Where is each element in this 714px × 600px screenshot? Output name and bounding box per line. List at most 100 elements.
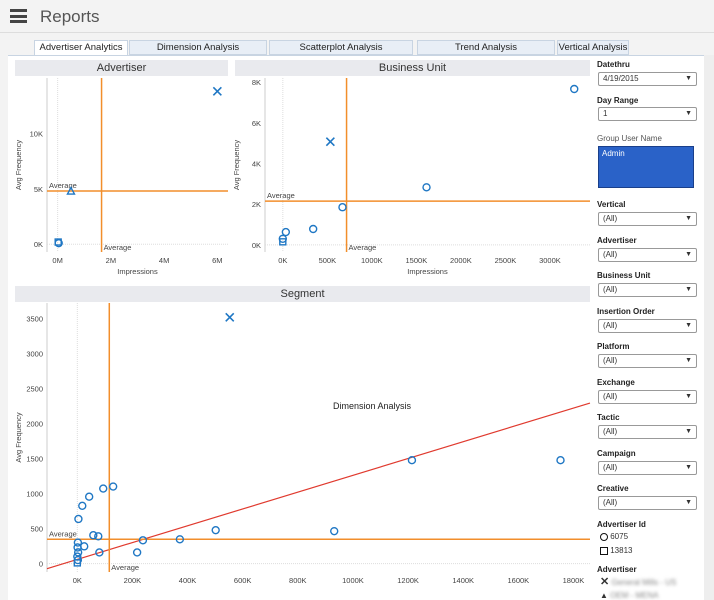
- data-point-square[interactable]: [73, 559, 82, 567]
- page-title: Reports: [40, 7, 100, 26]
- business-unit-value: (All): [603, 285, 618, 294]
- x-axis-label: Impressions: [117, 267, 158, 276]
- data-point-circle[interactable]: [308, 224, 318, 234]
- day-range-label: Day Range: [597, 96, 639, 105]
- advertiser-dropdown[interactable]: (All) ▼: [598, 247, 697, 262]
- y-tick-label: 3500: [26, 314, 43, 323]
- tab-dimension-analysis[interactable]: Dimension Analysis: [129, 40, 267, 55]
- y-tick-label: 0: [39, 560, 43, 569]
- data-point-circle[interactable]: [94, 532, 103, 541]
- data-point-circle[interactable]: [95, 548, 104, 557]
- data-point-circle[interactable]: [74, 514, 83, 524]
- data-point-circle[interactable]: [73, 543, 82, 552]
- data-point-circle[interactable]: [73, 538, 83, 547]
- y-tick-label: 6K: [252, 119, 261, 128]
- data-point-circle[interactable]: [132, 548, 142, 557]
- scrollbar[interactable]: [704, 55, 714, 600]
- insertion-order-label: Insertion Order: [597, 306, 655, 316]
- tactic-dropdown[interactable]: (All) ▼: [598, 425, 697, 439]
- data-point-circle[interactable]: [422, 183, 431, 192]
- legend-item-13813[interactable]: 13813: [600, 546, 632, 555]
- business-unit-dropdown[interactable]: (All) ▼: [598, 283, 697, 297]
- campaign-label: Campaign: [597, 448, 636, 458]
- data-point-circle[interactable]: [84, 492, 94, 501]
- x-tick-label: 6M: [212, 256, 222, 265]
- average-label-x: Average: [111, 563, 139, 572]
- data-point-circle[interactable]: [78, 501, 87, 511]
- data-point-circle[interactable]: [108, 482, 118, 491]
- data-point-circle[interactable]: [338, 203, 347, 212]
- y-tick-label: 0K: [252, 241, 261, 250]
- dropdown-arrow-icon: ▼: [685, 428, 692, 435]
- data-point-circle[interactable]: [330, 526, 339, 536]
- vertical-dropdown[interactable]: (All) ▼: [598, 212, 697, 226]
- data-point-x[interactable]: [212, 86, 222, 96]
- y-tick-label: 10K: [30, 129, 43, 138]
- vertical-value: (All): [603, 214, 618, 223]
- data-point-x[interactable]: [325, 137, 335, 147]
- dropdown-arrow-icon: ▼: [685, 321, 692, 329]
- data-point-circle[interactable]: [138, 536, 148, 545]
- hamburger-icon[interactable]: [10, 9, 27, 23]
- legend-item-advertiser-2[interactable]: ▲ OEM - MENA: [600, 591, 659, 600]
- advertiser-id-legend-title: Advertiser Id: [597, 520, 646, 529]
- datethru-dropdown[interactable]: 4/19/2015 ▼: [598, 72, 697, 86]
- data-point-circle[interactable]: [73, 548, 83, 557]
- data-point-circle[interactable]: [407, 455, 417, 465]
- data-point-triangle[interactable]: [66, 186, 76, 195]
- tab-trend-analysis[interactable]: Trend Analysis: [417, 40, 555, 55]
- advertiser-value: (All): [603, 249, 618, 259]
- x-tick-label: 1000K: [342, 576, 364, 585]
- x-tick-label: 3000K: [539, 256, 561, 265]
- group-user-name-list[interactable]: Admin: [598, 146, 694, 188]
- exchange-value: (All): [603, 391, 618, 401]
- chart-annotation: Dimension Analysis: [333, 401, 412, 411]
- y-tick-label: 2500: [26, 384, 43, 393]
- dropdown-arrow-icon: ▼: [685, 499, 692, 506]
- y-tick-label: 2000: [26, 419, 43, 428]
- vertical-label: Vertical: [597, 200, 626, 209]
- exchange-dropdown[interactable]: (All) ▼: [598, 389, 697, 404]
- data-point-circle[interactable]: [54, 238, 63, 248]
- group-user-admin-option[interactable]: Admin: [602, 149, 625, 158]
- data-point-circle[interactable]: [281, 227, 291, 237]
- x-tick-label: 200K: [124, 576, 142, 585]
- tab-scatterplot-analysis[interactable]: Scatterplot Analysis: [269, 40, 413, 55]
- dropdown-arrow-icon: ▼: [685, 392, 692, 400]
- x-tick-label: 800K: [289, 576, 307, 585]
- square-icon: [600, 546, 608, 555]
- data-point-circle[interactable]: [89, 531, 98, 540]
- y-axis-label: Avg Frequency: [14, 412, 23, 463]
- creative-dropdown[interactable]: (All) ▼: [598, 496, 697, 510]
- y-axis-label: Avg Frequency: [232, 140, 241, 191]
- data-point-circle[interactable]: [211, 525, 220, 535]
- x-tick-label: 2500K: [495, 256, 517, 265]
- x-tick-label: 2000K: [450, 256, 472, 265]
- x-tick-label: 0K: [278, 256, 287, 265]
- creative-value: (All): [603, 498, 618, 507]
- day-range-value: 1: [603, 109, 608, 118]
- campaign-dropdown[interactable]: (All) ▼: [598, 460, 697, 475]
- data-point-circle[interactable]: [99, 484, 108, 493]
- tactic-label: Tactic: [597, 413, 620, 422]
- data-point-x[interactable]: [225, 312, 235, 322]
- app-header: Reports: [0, 0, 714, 33]
- legend-item-advertiser-1[interactable]: ✕ General Mills - US: [600, 576, 677, 588]
- tab-vertical-analysis[interactable]: Vertical Analysis: [557, 40, 629, 55]
- average-label-x: Average: [104, 243, 132, 252]
- dropdown-arrow-icon: ▼: [685, 286, 692, 293]
- dropdown-arrow-icon: ▼: [685, 215, 692, 222]
- data-point-circle[interactable]: [556, 455, 565, 465]
- platform-dropdown[interactable]: (All) ▼: [598, 354, 697, 368]
- dashboard-content: [8, 55, 714, 600]
- data-point-circle[interactable]: [570, 84, 579, 94]
- datethru-label: Datethru: [597, 60, 630, 69]
- day-range-dropdown[interactable]: 1 ▼: [598, 107, 697, 121]
- y-tick-label: 0K: [34, 240, 43, 249]
- datethru-value: 4/19/2015: [603, 74, 639, 83]
- insertion-order-dropdown[interactable]: (All) ▼: [598, 318, 697, 333]
- data-point-circle[interactable]: [175, 535, 185, 544]
- legend-item-6075[interactable]: 6075: [600, 532, 628, 541]
- data-point-square[interactable]: [279, 238, 287, 246]
